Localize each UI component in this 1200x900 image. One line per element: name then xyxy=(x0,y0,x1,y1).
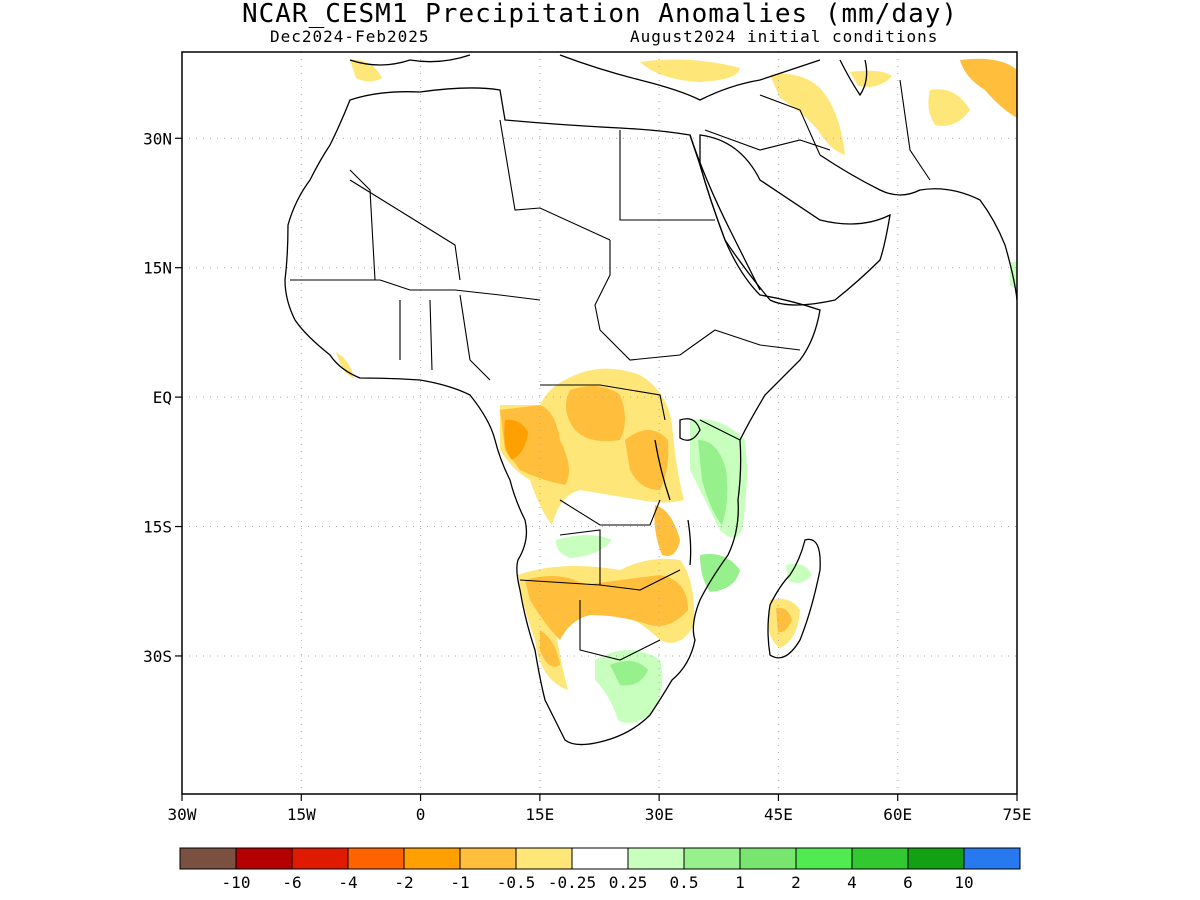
madagascar-coast xyxy=(767,538,821,659)
anomaly-nw-africa xyxy=(350,59,382,82)
colorbar-label: 2 xyxy=(791,873,801,892)
colorbar-label: -4 xyxy=(338,873,357,892)
lake-malawi xyxy=(687,519,692,566)
anomaly-afghanistan xyxy=(928,89,970,126)
colorbar-label: 1 xyxy=(735,873,745,892)
anomaly-congo-inland xyxy=(566,386,625,442)
border-drc-south xyxy=(559,499,661,526)
border-drc-west xyxy=(540,384,666,421)
border-algeria-libya xyxy=(499,119,611,241)
colorbar-label: 0.25 xyxy=(609,873,648,892)
border-mauritania xyxy=(349,169,376,281)
colorbar-swatch xyxy=(291,847,349,870)
anomaly-angola-zambia xyxy=(525,575,688,640)
anomaly-congo-east xyxy=(625,430,669,490)
colorbar-swatch xyxy=(347,847,405,870)
lat-tick-label: 30S xyxy=(143,647,172,666)
lon-tick-label: 30E xyxy=(645,805,674,824)
mediterranean-north xyxy=(349,54,821,101)
anomaly-namibia xyxy=(540,630,560,667)
border-botswana-sa xyxy=(579,600,661,661)
border-sahel xyxy=(290,279,541,301)
anomaly-central-africa xyxy=(500,368,684,525)
colorbar-swatch xyxy=(683,847,741,870)
lat-tick-label: 30N xyxy=(143,129,172,148)
border-namibia-botswana xyxy=(519,569,681,591)
border-west-africa xyxy=(399,294,491,381)
lon-tick-label: 30W xyxy=(168,805,197,824)
lon-tick-label: 0 xyxy=(416,805,426,824)
colorbar-label: -0.5 xyxy=(497,873,536,892)
anomaly-himalaya xyxy=(960,58,1017,118)
colorbar-swatch xyxy=(515,847,573,870)
border-ethiopia xyxy=(714,329,801,351)
map-axes: 30W 15W 0 15E 30E 45E 60E 75E 30N 15N EQ 15S 30S xyxy=(143,129,1031,824)
anomaly-madagascar-core xyxy=(776,607,792,633)
border-algeria-mali xyxy=(349,179,461,281)
anomaly-south-africa-wet-core xyxy=(610,661,648,686)
colorbar-swatch xyxy=(459,847,517,870)
colorbar-label: 10 xyxy=(954,873,973,892)
anomaly-iran-east xyxy=(850,70,892,87)
country-borders xyxy=(290,79,931,661)
colorbar-swatch xyxy=(235,847,293,870)
border-tanzania-kenya xyxy=(699,419,741,441)
anomaly-w-africa xyxy=(336,352,354,378)
lat-tick-label: 15N xyxy=(143,259,172,278)
red-sea xyxy=(689,134,761,291)
border-middle-east xyxy=(704,79,931,181)
lake-victoria xyxy=(679,418,701,441)
colorbar-swatch xyxy=(739,847,797,870)
map-frame xyxy=(181,51,1018,795)
anomaly-madagascar-wet xyxy=(786,563,812,584)
map-grid xyxy=(182,52,1017,794)
colorbar-swatch xyxy=(795,847,853,870)
colorbar-label: -1 xyxy=(450,873,469,892)
lat-tick-label: 15S xyxy=(143,518,172,537)
lon-tick-label: 15W xyxy=(287,805,316,824)
border-sudan-chad xyxy=(594,240,611,331)
lon-tick-label: 45E xyxy=(764,805,793,824)
colorbar-label: 0.5 xyxy=(670,873,699,892)
border-sudan-south-sudan xyxy=(599,329,716,361)
persian-gulf-coast xyxy=(819,154,1017,301)
lake-tanganyika xyxy=(654,439,671,501)
lon-tick-label: 15E xyxy=(525,805,554,824)
anomaly-angola-wet xyxy=(555,535,612,558)
colorbar-swatch xyxy=(907,847,965,870)
border-angola-zambia xyxy=(559,529,601,585)
anomaly-iraq-iran xyxy=(770,73,845,155)
border-libya-egypt xyxy=(619,130,715,221)
colorbar-label: -2 xyxy=(394,873,413,892)
colorbar-swatch xyxy=(963,847,1021,870)
anomaly-gabon-core xyxy=(504,419,528,460)
colorbar-swatch xyxy=(179,847,237,870)
anomaly-mozambique-channel xyxy=(654,505,680,556)
arabia-coast xyxy=(699,134,891,306)
colorbar-label: 6 xyxy=(903,873,913,892)
colorbar-swatch xyxy=(627,847,685,870)
coastlines xyxy=(284,54,1017,746)
colorbar-swatch xyxy=(403,847,461,870)
lon-tick-label: 75E xyxy=(1003,805,1032,824)
anomaly-tanzania-wet xyxy=(698,440,728,525)
chart-title: NCAR_CESM1 Precipitation Anomalies (mm/d… xyxy=(241,0,959,29)
colorbar-swatch xyxy=(571,847,629,870)
caspian-sea xyxy=(839,59,868,97)
lon-tick-label: 60E xyxy=(883,805,912,824)
colorbar-label: -6 xyxy=(282,873,301,892)
colorbar-label: -10 xyxy=(222,873,251,892)
anomaly-turkey xyxy=(640,59,740,82)
colorbar: -10 -6 -4 -2 -1 -0.5 -0.25 0.25 0.5 1 2 4 6 10 xyxy=(179,847,1021,892)
colorbar-swatch xyxy=(851,847,909,870)
colorbar-label: -0.25 xyxy=(548,873,596,892)
init-conditions-subtitle: August2024 initial conditions xyxy=(630,27,939,46)
season-subtitle: Dec2024-Feb2025 xyxy=(270,27,430,46)
anomaly-shading xyxy=(336,58,1017,724)
colorbar-label: 4 xyxy=(847,873,857,892)
anomaly-mozambique-wet xyxy=(700,554,740,592)
lat-tick-label: EQ xyxy=(153,388,172,407)
